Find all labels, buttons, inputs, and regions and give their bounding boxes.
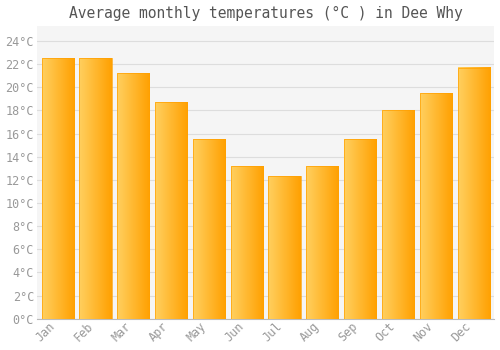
Bar: [306, 166, 338, 319]
Bar: [193, 139, 225, 319]
Bar: [230, 166, 263, 319]
Bar: [117, 74, 150, 319]
Bar: [458, 68, 490, 319]
Bar: [420, 93, 452, 319]
Title: Average monthly temperatures (°C ) in Dee Why: Average monthly temperatures (°C ) in De…: [69, 6, 462, 21]
Bar: [80, 58, 112, 319]
Bar: [155, 102, 187, 319]
Bar: [344, 139, 376, 319]
Bar: [382, 110, 414, 319]
Bar: [42, 58, 74, 319]
Bar: [268, 176, 300, 319]
